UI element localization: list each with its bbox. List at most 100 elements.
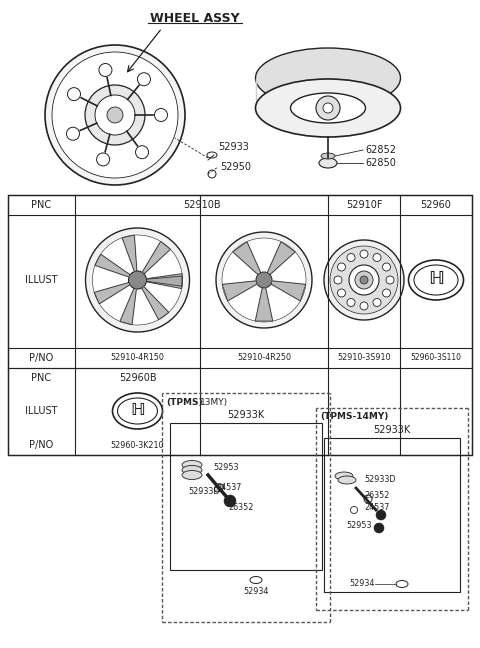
Text: 24537: 24537 [364, 503, 389, 513]
Circle shape [386, 276, 394, 284]
Polygon shape [142, 286, 169, 319]
Text: 52960-3K210: 52960-3K210 [111, 441, 164, 450]
Polygon shape [122, 235, 137, 272]
Circle shape [373, 253, 381, 262]
Text: 52960-3S110: 52960-3S110 [410, 354, 461, 362]
Text: 13MY): 13MY) [200, 397, 228, 406]
Circle shape [52, 52, 178, 178]
Circle shape [349, 265, 379, 295]
Circle shape [334, 276, 342, 284]
Text: ILLUST: ILLUST [25, 406, 57, 416]
Text: 52960: 52960 [420, 200, 451, 210]
Ellipse shape [215, 484, 224, 492]
Bar [324, 438, 460, 592]
Circle shape [96, 153, 109, 166]
Circle shape [137, 73, 150, 86]
Circle shape [383, 289, 391, 297]
Circle shape [135, 146, 148, 159]
Circle shape [360, 250, 368, 258]
Circle shape [373, 299, 381, 307]
Text: 26352: 26352 [228, 503, 254, 513]
Ellipse shape [338, 476, 356, 484]
Circle shape [376, 510, 386, 520]
Polygon shape [146, 276, 182, 288]
Circle shape [316, 96, 340, 120]
Circle shape [224, 495, 236, 507]
Bar [170, 423, 322, 570]
Text: 52960B: 52960B [119, 373, 156, 383]
Text: 52933D: 52933D [188, 487, 219, 496]
Ellipse shape [408, 260, 464, 300]
Polygon shape [95, 254, 130, 277]
Circle shape [129, 271, 146, 289]
Bar [8, 195, 472, 455]
Text: 52910F: 52910F [346, 200, 382, 210]
Polygon shape [267, 242, 295, 275]
Circle shape [355, 271, 373, 289]
Ellipse shape [182, 470, 202, 480]
Polygon shape [233, 242, 261, 275]
Circle shape [383, 263, 391, 271]
Circle shape [323, 103, 333, 113]
Text: 52910B: 52910B [183, 200, 220, 210]
Circle shape [99, 64, 112, 76]
Circle shape [216, 232, 312, 328]
Ellipse shape [182, 461, 202, 470]
Circle shape [330, 246, 398, 314]
Polygon shape [255, 288, 273, 321]
Circle shape [222, 238, 306, 322]
Polygon shape [142, 242, 170, 274]
Ellipse shape [182, 465, 202, 474]
Text: 52910-3S910: 52910-3S910 [337, 354, 391, 362]
Circle shape [85, 228, 190, 332]
Text: ℍ: ℍ [428, 270, 444, 288]
Ellipse shape [290, 93, 365, 123]
Text: (TPMS): (TPMS) [166, 397, 203, 406]
Circle shape [360, 302, 368, 310]
Circle shape [347, 299, 355, 307]
Text: 52950: 52950 [220, 162, 251, 172]
Ellipse shape [112, 393, 163, 429]
Circle shape [45, 45, 185, 185]
Ellipse shape [255, 79, 400, 137]
Ellipse shape [255, 48, 400, 108]
Circle shape [93, 235, 182, 325]
Text: 52953: 52953 [346, 520, 372, 529]
Circle shape [107, 107, 123, 123]
Text: 24537: 24537 [216, 483, 241, 492]
Circle shape [256, 272, 272, 288]
Circle shape [337, 289, 346, 297]
Circle shape [360, 276, 368, 284]
Text: WHEEL ASSY: WHEEL ASSY [150, 12, 240, 25]
Text: 52933K: 52933K [228, 410, 264, 420]
Text: 52910-4R250: 52910-4R250 [237, 354, 291, 362]
Text: PNC: PNC [31, 373, 51, 383]
Polygon shape [146, 273, 182, 286]
Polygon shape [222, 281, 257, 301]
Text: 52934: 52934 [349, 579, 375, 588]
Circle shape [95, 95, 135, 135]
Polygon shape [120, 288, 136, 325]
Text: 62852: 62852 [365, 145, 396, 155]
Text: PNC: PNC [31, 200, 51, 210]
Text: 52953: 52953 [213, 463, 239, 472]
Polygon shape [271, 281, 306, 301]
Text: ℍ: ℍ [130, 401, 145, 419]
Ellipse shape [335, 472, 353, 480]
Text: (TPMS-14MY): (TPMS-14MY) [320, 413, 388, 421]
Ellipse shape [319, 158, 337, 168]
Circle shape [66, 127, 80, 140]
Circle shape [155, 108, 168, 122]
Circle shape [68, 87, 81, 100]
Text: 52933: 52933 [218, 142, 249, 152]
Text: 52933D: 52933D [364, 476, 396, 485]
Ellipse shape [321, 153, 335, 159]
Text: ILLUST: ILLUST [25, 275, 57, 285]
Text: P/NO: P/NO [29, 353, 53, 363]
Text: P/NO: P/NO [29, 440, 53, 450]
Text: 52910-4R150: 52910-4R150 [110, 354, 165, 362]
Circle shape [374, 523, 384, 533]
Text: 52934: 52934 [243, 588, 269, 597]
Text: 26352: 26352 [364, 491, 389, 500]
Circle shape [337, 263, 346, 271]
